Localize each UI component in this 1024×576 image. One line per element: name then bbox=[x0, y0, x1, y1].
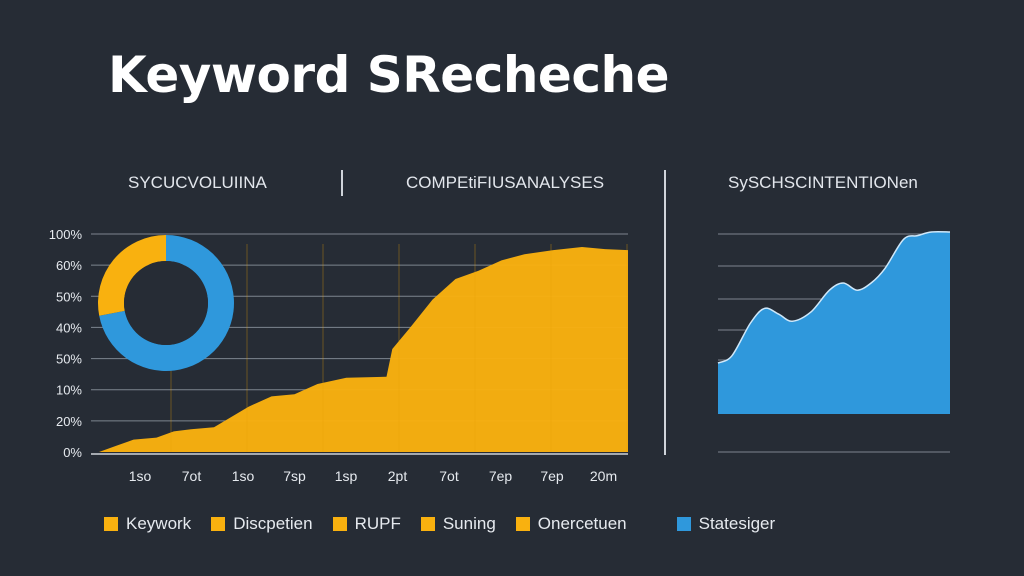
x-tick-label: 1so bbox=[129, 468, 152, 484]
traffic-area bbox=[99, 247, 628, 452]
x-tick-label: 7sp bbox=[283, 468, 306, 484]
legend-label: RUPF bbox=[354, 514, 401, 533]
y-tick-label: 50% bbox=[56, 352, 82, 367]
legend-swatch bbox=[332, 517, 347, 531]
x-tick-label: 2pt bbox=[388, 468, 408, 484]
y-tick-label: 60% bbox=[56, 258, 82, 273]
legend-label: Suning bbox=[442, 514, 496, 533]
section-label-intention: SySCHSCINTENTIONen bbox=[728, 173, 918, 192]
y-tick-label: 20% bbox=[56, 414, 82, 429]
legend-item: RUPF bbox=[332, 514, 401, 534]
legend-item: Statesiger bbox=[676, 514, 776, 534]
x-tick-label: 1sp bbox=[335, 468, 358, 484]
x-tick-label: 7ot bbox=[182, 468, 202, 484]
legend-swatch bbox=[420, 517, 435, 531]
section-label-competitive: COMPEtiFIUSANALYSES bbox=[406, 173, 605, 192]
donut-slice bbox=[97, 234, 166, 316]
x-tick-label: 1so bbox=[232, 468, 255, 484]
intention-area bbox=[718, 231, 950, 414]
legend-label: Onercetuen bbox=[537, 514, 627, 533]
legend-swatch bbox=[104, 517, 118, 531]
legend-swatch bbox=[211, 517, 226, 531]
y-tick-label: 10% bbox=[56, 383, 82, 398]
legend-item: Discpetien bbox=[211, 514, 313, 534]
donut-hole bbox=[124, 261, 208, 345]
y-tick-label: 40% bbox=[56, 320, 82, 335]
legend-item: Keywork bbox=[104, 514, 191, 534]
section-divider bbox=[341, 170, 343, 196]
legend: Keywork Discpetien RUPF Suning Onercetuen Sta… bbox=[104, 514, 795, 534]
x-tick-label: 20m bbox=[590, 468, 617, 484]
legend-label: Keywork bbox=[126, 514, 192, 533]
page-title: Keyword SRecheche bbox=[108, 46, 669, 104]
y-tick-label: 0% bbox=[63, 445, 82, 460]
legend-item: Suning bbox=[420, 514, 496, 534]
chart-divider bbox=[664, 170, 666, 455]
x-tick-label: 7ot bbox=[439, 468, 459, 484]
legend-label: Statesiger bbox=[698, 514, 776, 533]
y-tick-label: 100% bbox=[49, 227, 83, 242]
x-tick-label: 7ep bbox=[489, 468, 513, 484]
donut-slice bbox=[99, 235, 234, 371]
x-tick-label: 7ep bbox=[540, 468, 564, 484]
intention-line bbox=[717, 230, 951, 364]
legend-item: Onercetuen bbox=[515, 514, 627, 534]
legend-swatch bbox=[676, 517, 691, 531]
y-tick-label: 50% bbox=[56, 289, 82, 304]
legend-swatch bbox=[515, 517, 530, 531]
section-label-volume: SYCUCVOLUIINA bbox=[128, 173, 267, 192]
legend-label: Discpetien bbox=[233, 514, 313, 533]
